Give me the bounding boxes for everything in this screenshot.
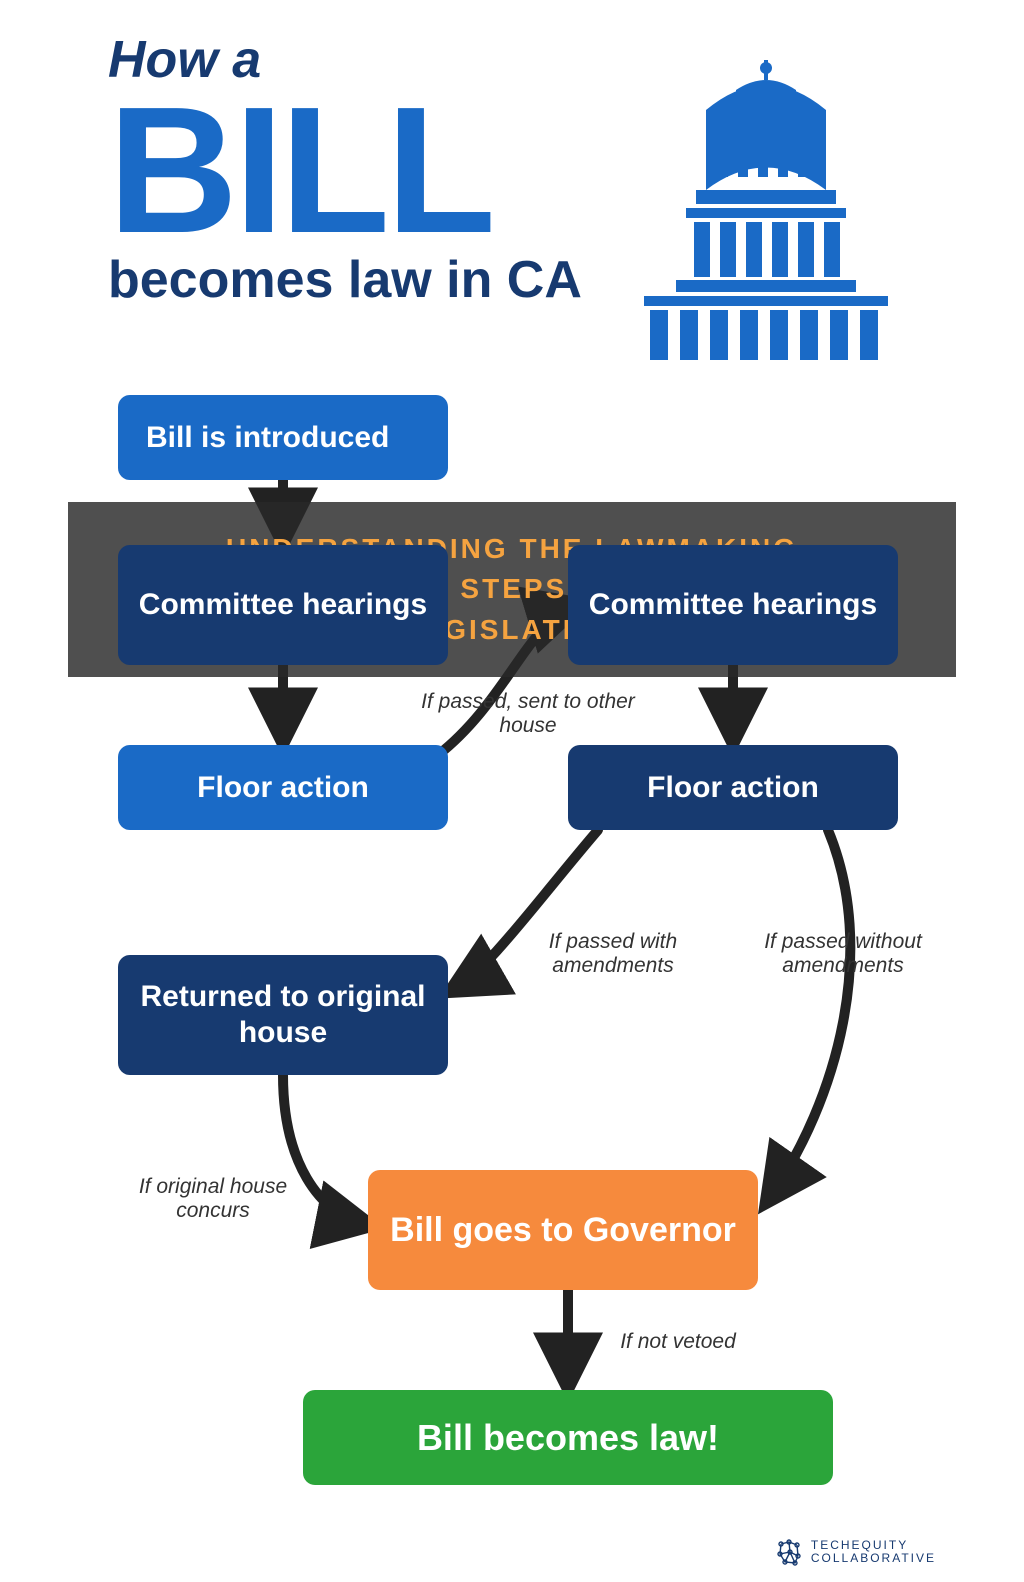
footer-logo: TECHEQUITY COLLABORATIVE	[775, 1538, 936, 1566]
capitol-icon	[626, 60, 906, 360]
node-returned: Returned to original house	[118, 955, 448, 1075]
node-floor2: Floor action	[568, 745, 898, 830]
edge-label-wo_amend: If passed without amendments	[758, 930, 928, 978]
edge-label-with_amend: If passed with amendments	[518, 930, 708, 978]
node-comm1: Committee hearings	[118, 545, 448, 665]
logo-icon	[775, 1538, 803, 1566]
infographic-canvas: How a BILL becomes law in CA	[68, 0, 956, 1582]
node-intro: Bill is introduced	[118, 395, 448, 480]
edge-label-concurs: If original house concurs	[113, 1175, 313, 1223]
node-floor1: Floor action	[118, 745, 448, 830]
node-law: Bill becomes law!	[303, 1390, 833, 1485]
footer-line-2: COLLABORATIVE	[811, 1552, 936, 1565]
arrow-floor2-governor	[768, 830, 850, 1200]
node-comm2: Committee hearings	[568, 545, 898, 665]
node-governor: Bill goes to Governor	[368, 1170, 758, 1290]
edge-label-not_vetoed: If not vetoed	[598, 1330, 758, 1354]
edge-label-to_other: If passed, sent to other house	[418, 690, 638, 738]
